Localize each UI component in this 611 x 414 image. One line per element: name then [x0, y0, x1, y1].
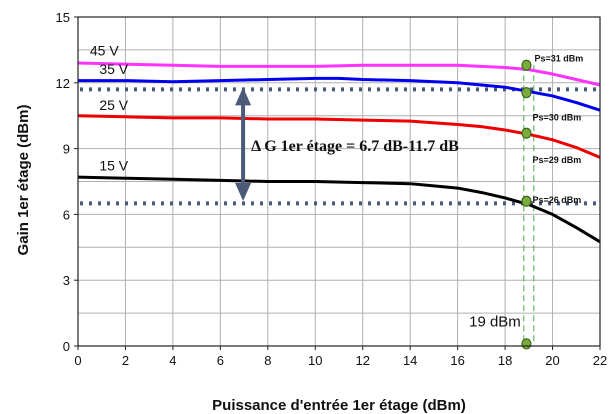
series-lines: [77, 61, 601, 244]
x-tick-label: 4: [169, 353, 176, 368]
series-line-45v: [77, 61, 601, 87]
vertical-marker-label: 19 dBm: [469, 313, 521, 330]
x-axis-title: Puissance d'entrée 1er étage (dBm): [212, 397, 466, 414]
x-tick-label: 20: [545, 353, 559, 368]
series-line-15v: [77, 175, 601, 244]
y-tick-label: 9: [63, 142, 70, 157]
curve-label-45v: 45 V: [90, 42, 119, 58]
x-tick-label: 18: [498, 353, 512, 368]
ps-label: Ps=30 dBm: [532, 113, 581, 123]
y-tick-label: 12: [56, 76, 70, 91]
series-line-25v: [77, 114, 601, 159]
plot-border: [77, 16, 601, 347]
x-tick-label: 16: [450, 353, 464, 368]
x-tick-label: 0: [74, 353, 81, 368]
curve-label-35v: 35 V: [99, 61, 128, 77]
curve-label-15v: 15 V: [99, 158, 128, 174]
delta-arrow: Δ G 1er étage = 6.7 dB-11.7 dB: [235, 87, 459, 202]
plot-frame: [77, 16, 601, 347]
x-tick-label: 2: [122, 353, 129, 368]
x-tick-label: 10: [308, 353, 322, 368]
delta-arrow-head-down: [235, 183, 252, 202]
x-tick-label: 8: [264, 353, 271, 368]
ps-label: Ps=29 dBm: [532, 155, 581, 165]
data-point: [521, 59, 532, 71]
x-tick-label: 6: [217, 353, 224, 368]
y-tick-label: 6: [63, 207, 70, 222]
delta-annotation: Δ G 1er étage = 6.7 dB-11.7 dB: [251, 138, 459, 155]
y-tick-label: 3: [63, 273, 70, 288]
x-tick-label: 14: [403, 353, 417, 368]
data-point: [521, 338, 532, 350]
ps-label: Ps=26 dBm: [532, 195, 581, 205]
series-line-35v: [78, 76, 601, 112]
data-point: [521, 87, 532, 99]
data-point: [521, 127, 532, 139]
y-axis-title: Gain 1er étage (dBm): [15, 105, 32, 256]
ps-label: Ps=31 dBm: [534, 53, 583, 63]
curve-label-25v: 25 V: [99, 97, 128, 113]
x-tick-label: 22: [593, 353, 607, 368]
tick-labels: 0 2 4 6 8 10 12 14 16 18 20 22 0 3 6 9 12 15: [56, 10, 608, 368]
marker-points: Ps=31 dBm Ps=30 dBm Ps=29 dBm Ps=26 dBm 19 d…: [469, 53, 583, 350]
y-tick-label: 15: [56, 10, 70, 25]
delta-arrow-head-up: [235, 87, 252, 106]
curve-labels: 45 V 35 V 25 V 15 V: [90, 42, 129, 173]
y-tick-label: 0: [63, 339, 70, 354]
x-tick-label: 12: [355, 353, 369, 368]
data-point: [521, 195, 532, 207]
